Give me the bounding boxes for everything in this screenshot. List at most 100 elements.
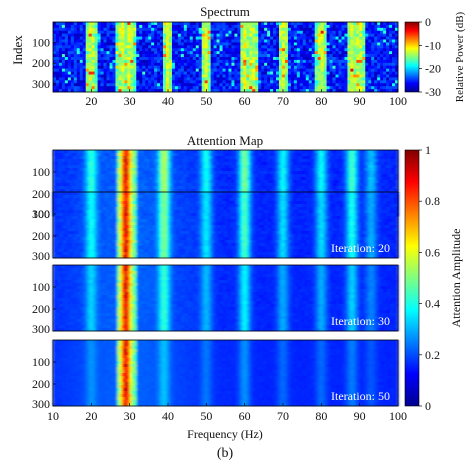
spectrum-cell: [329, 22, 333, 26]
spectrum-cell: [163, 89, 167, 93]
spectrum-cell: [389, 24, 393, 29]
spectrum-cell: [362, 39, 366, 43]
spectrum-cell: [344, 77, 348, 81]
attention-cell: [220, 180, 224, 184]
spectrum-cell: [148, 42, 152, 46]
spectrum-cell: [282, 77, 286, 81]
attention-cell: [210, 180, 214, 184]
spectrum-cell: [171, 24, 176, 29]
attention-cell: [163, 165, 167, 169]
attention-cell: [89, 171, 93, 175]
spectrum-cell: [55, 71, 60, 75]
spectrum-cell: [109, 74, 113, 78]
attention-cell: [183, 156, 187, 160]
spectrum-cell: [335, 36, 339, 40]
spectrum-cell: [338, 54, 342, 58]
attention-cell: [193, 189, 197, 193]
spectrum-cell: [177, 27, 182, 32]
attention-cell: [134, 183, 138, 187]
spectrum-cell: [347, 45, 351, 49]
spectrum-cell: [118, 51, 122, 55]
attention-cell: [171, 159, 175, 163]
attention-cell: [232, 159, 236, 163]
spectrum-cell: [58, 33, 63, 37]
spectrum-cell: [350, 86, 354, 90]
spectrum-cell: [329, 45, 333, 49]
spectrum-cell: [58, 39, 63, 43]
attention-cell: [198, 186, 202, 190]
spectrum-cell: [157, 24, 161, 29]
spectrum-cell: [273, 27, 277, 32]
attention-cell: [242, 171, 246, 175]
spectrum-cell: [344, 33, 348, 37]
spectrum-cell: [67, 89, 72, 93]
attention-cell: [107, 156, 111, 160]
spectrum-cell: [177, 39, 182, 43]
spectrum-cell: [270, 68, 274, 72]
attention-cell: [269, 189, 273, 193]
attention-cell: [107, 180, 111, 184]
attention-cell: [144, 153, 148, 157]
attention-cell: [205, 171, 209, 175]
attention-cell: [267, 177, 271, 181]
spectrum-cell: [124, 42, 128, 46]
spectrum-cell: [365, 89, 369, 93]
spectrum-cell: [299, 65, 304, 69]
spectrum-cell: [73, 71, 78, 75]
spectrum-cell: [380, 22, 384, 26]
spectrum-cell: [234, 45, 238, 49]
spectrum-cell: [237, 27, 241, 32]
attention-cell: [136, 159, 140, 163]
attention-cell: [227, 189, 231, 193]
attention-cell: [287, 153, 290, 157]
attention-cell: [220, 174, 224, 178]
spectrum-cell: [174, 65, 179, 69]
attention-cell: [274, 168, 278, 172]
spectrum-cell: [124, 86, 128, 90]
spectrum-cell: [228, 59, 232, 64]
attention-cell: [178, 171, 182, 175]
attention-cell: [269, 186, 273, 190]
attention-cell: [82, 171, 86, 175]
spectrum-cell: [290, 22, 295, 26]
spectrum-cell: [180, 89, 185, 93]
spectrum-cell: [53, 65, 57, 69]
attention-cell: [186, 171, 189, 175]
attention-cell: [227, 159, 231, 163]
spectrum-cell: [246, 54, 250, 58]
spectrum-cell: [371, 59, 375, 64]
spectrum-cell: [225, 86, 229, 90]
attention-cell: [282, 183, 286, 187]
attention-cell: [60, 183, 64, 187]
attention-cell: [149, 186, 152, 190]
attention-cell: [287, 156, 290, 160]
spectrum-cell: [362, 45, 366, 49]
spectrum-cell: [76, 86, 81, 90]
spectrum-cell: [305, 65, 310, 69]
spectrum-cell: [148, 30, 152, 34]
attention-cell: [53, 156, 56, 160]
spectrum-cell: [237, 30, 241, 34]
spectrum-cell: [377, 65, 381, 69]
spectrum-cell: [222, 42, 226, 46]
spectrum-cell: [383, 77, 387, 81]
attention-cell: [292, 186, 295, 190]
spectrum-cell: [195, 83, 200, 87]
attention-cell: [227, 186, 231, 190]
spectrum-cell: [186, 24, 191, 29]
attention-cell: [274, 186, 278, 190]
spectrum-cell: [79, 68, 84, 72]
spectrum-cell: [82, 36, 87, 40]
attention-cell: [99, 153, 103, 157]
spectrum-cell: [255, 42, 259, 46]
attention-cell: [136, 177, 140, 181]
spectrum-cell: [82, 33, 87, 37]
spectrum-cell: [127, 89, 131, 93]
attention-cell: [104, 156, 108, 160]
spectrum-cell: [58, 51, 63, 55]
spectrum-cell: [231, 68, 235, 72]
spectrum-cell: [332, 36, 336, 40]
attention-cell: [156, 177, 160, 181]
spectrum-cell: [249, 80, 253, 84]
spectrum-cell: [70, 30, 75, 34]
